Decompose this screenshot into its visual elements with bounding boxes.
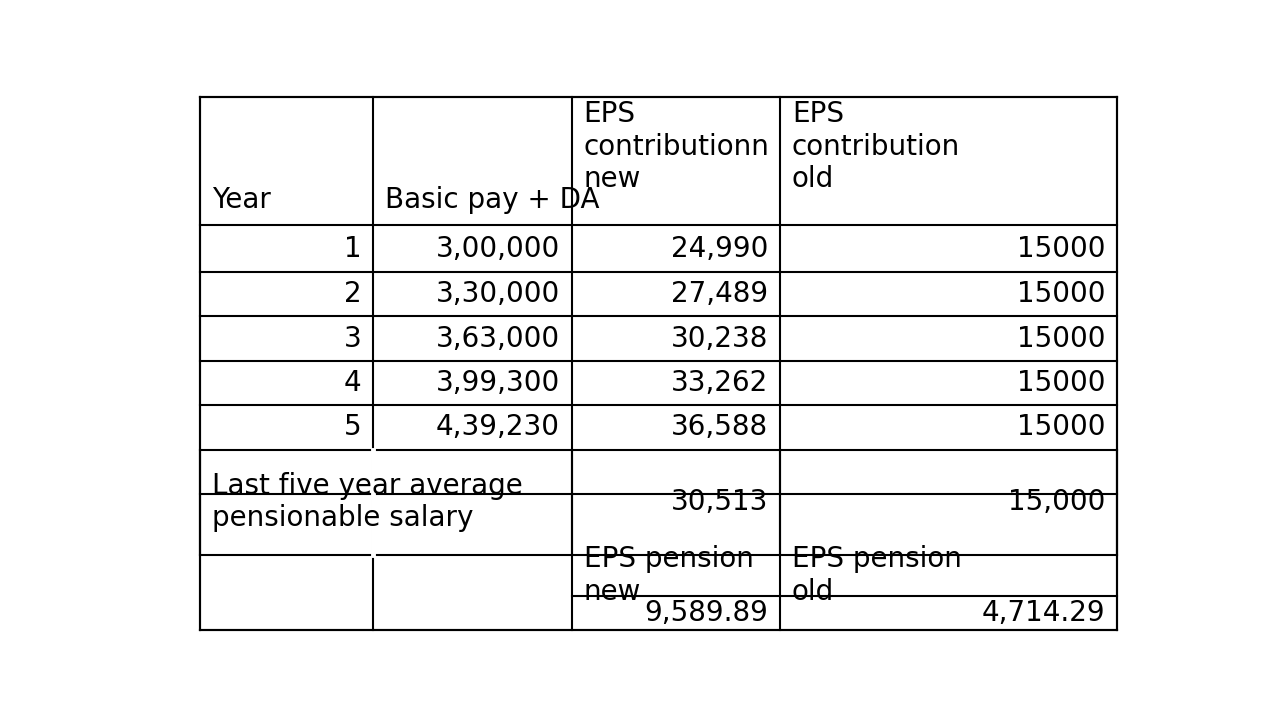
- Text: 4: 4: [344, 369, 361, 397]
- Text: 15000: 15000: [1016, 280, 1106, 308]
- Text: 15,000: 15,000: [1009, 488, 1106, 516]
- Text: 15000: 15000: [1016, 369, 1106, 397]
- Text: 9,589.89: 9,589.89: [644, 599, 768, 627]
- Text: 3,00,000: 3,00,000: [435, 235, 559, 263]
- Text: 24,990: 24,990: [671, 235, 768, 263]
- Text: 36,588: 36,588: [671, 413, 768, 441]
- Text: 3: 3: [343, 325, 361, 353]
- Text: EPS
contribution
old: EPS contribution old: [792, 100, 960, 193]
- Text: 5: 5: [344, 413, 361, 441]
- Text: 3,63,000: 3,63,000: [435, 325, 559, 353]
- Text: 3,99,300: 3,99,300: [435, 369, 559, 397]
- Text: 27,489: 27,489: [671, 280, 768, 308]
- Text: Year: Year: [211, 186, 270, 214]
- Text: 3,30,000: 3,30,000: [435, 280, 559, 308]
- Text: EPS
contributionn
new: EPS contributionn new: [584, 100, 769, 193]
- Text: EPS pension
new: EPS pension new: [584, 546, 754, 606]
- Text: 33,262: 33,262: [671, 369, 768, 397]
- Text: Last five year average
pensionable salary: Last five year average pensionable salar…: [211, 472, 522, 532]
- Text: 15000: 15000: [1016, 413, 1106, 441]
- Text: 4,714.29: 4,714.29: [982, 599, 1106, 627]
- Text: EPS pension
old: EPS pension old: [792, 546, 961, 606]
- Text: 4,39,230: 4,39,230: [435, 413, 559, 441]
- Text: 30,238: 30,238: [671, 325, 768, 353]
- Text: 15000: 15000: [1016, 235, 1106, 263]
- Text: 15000: 15000: [1016, 325, 1106, 353]
- Text: 2: 2: [344, 280, 361, 308]
- Text: Basic pay + DA: Basic pay + DA: [385, 186, 600, 214]
- Text: 1: 1: [344, 235, 361, 263]
- Text: 30,513: 30,513: [671, 488, 768, 516]
